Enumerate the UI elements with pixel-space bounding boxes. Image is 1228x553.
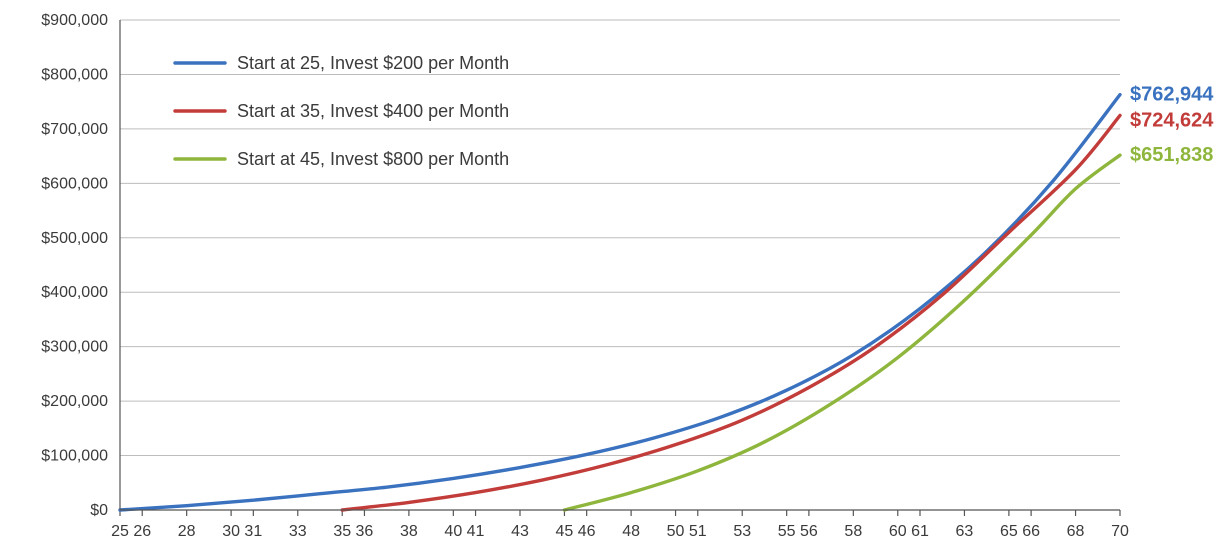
x-tick-label: 53 — [733, 523, 751, 540]
x-tick-label: 50 — [667, 523, 685, 540]
x-tick-label: 63 — [956, 523, 974, 540]
chart-background — [0, 0, 1228, 553]
x-tick-label: 36 — [356, 523, 374, 540]
x-tick-label: 48 — [622, 523, 640, 540]
x-tick-label: 65 — [1000, 523, 1018, 540]
x-tick-label: 33 — [289, 523, 307, 540]
legend-label-start35: Start at 35, Invest $400 per Month — [237, 101, 509, 121]
y-tick-label: $0 — [90, 502, 108, 519]
legend-label-start45: Start at 45, Invest $800 per Month — [237, 149, 509, 169]
chart-container: $0 $100,000 $200,000 $300,000 $400,000 $500,0… — [0, 0, 1228, 553]
y-tick-label: $900,000 — [41, 12, 108, 29]
x-tick-label: 61 — [911, 523, 929, 540]
x-tick-label: 40 — [444, 523, 462, 540]
end-label-start35: $724,624 — [1130, 110, 1214, 132]
y-tick-label: $400,000 — [41, 284, 108, 301]
x-tick-label: 25 — [111, 523, 129, 540]
x-tick-label: 28 — [178, 523, 196, 540]
investment-growth-chart: $0 $100,000 $200,000 $300,000 $400,000 $500,0… — [0, 0, 1228, 553]
x-tick-label: 45 — [556, 523, 574, 540]
x-tick-label: 55 — [778, 523, 796, 540]
x-tick-label: 30 — [222, 523, 240, 540]
y-tick-label: $300,000 — [41, 339, 108, 356]
x-tick-label: 41 — [467, 523, 485, 540]
x-tick-label: 66 — [1022, 523, 1040, 540]
y-tick-label: $100,000 — [41, 448, 108, 465]
x-tick-label: 58 — [844, 523, 862, 540]
y-tick-label: $800,000 — [41, 66, 108, 83]
x-tick-label: 60 — [889, 523, 907, 540]
x-tick-label: 70 — [1111, 523, 1129, 540]
end-label-start25: $762,944 — [1130, 84, 1214, 106]
y-tick-label: $200,000 — [41, 393, 108, 410]
x-tick-label: 46 — [578, 523, 596, 540]
legend-label-start25: Start at 25, Invest $200 per Month — [237, 53, 509, 73]
x-tick-label: 51 — [689, 523, 707, 540]
x-tick-label: 38 — [400, 523, 418, 540]
y-tick-label: $500,000 — [41, 230, 108, 247]
x-tick-label: 56 — [800, 523, 818, 540]
y-tick-label: $600,000 — [41, 175, 108, 192]
x-tick-label: 43 — [511, 523, 529, 540]
y-tick-label: $700,000 — [41, 121, 108, 138]
x-tick-label: 26 — [133, 523, 151, 540]
x-tick-label: 31 — [244, 523, 262, 540]
end-label-start45: $651,838 — [1130, 144, 1213, 166]
x-tick-label: 35 — [333, 523, 351, 540]
x-tick-label: 68 — [1067, 523, 1085, 540]
